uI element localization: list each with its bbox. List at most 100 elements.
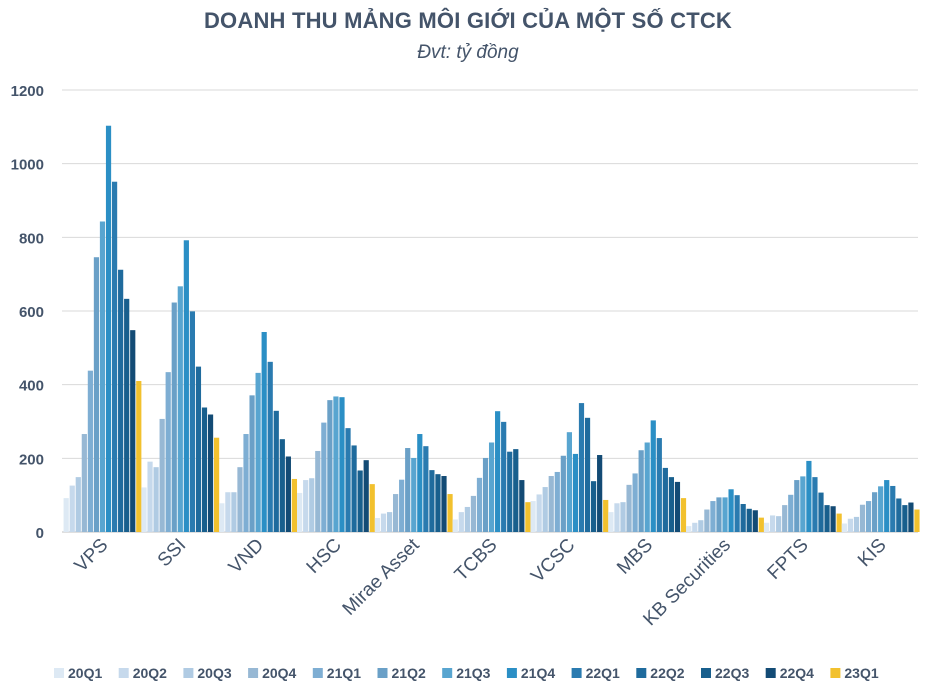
bar-20Q2-tcbs: [458, 512, 464, 532]
bar-20Q4-tcbs: [470, 495, 477, 532]
bar-21Q3-mbs: [644, 442, 650, 532]
bar-20Q1-ssi: [141, 487, 147, 532]
bar-20Q1-vnd: [219, 503, 225, 532]
bar-22Q1-kb-securities: [734, 495, 740, 532]
bar-23Q1-vnd: [291, 478, 298, 532]
bar-21Q3-vnd: [255, 372, 261, 532]
legend-label: 20Q3: [197, 665, 231, 681]
bar-20Q2-vnd: [225, 492, 231, 532]
x-tick-label: HSC: [303, 535, 346, 578]
legend-label: 21Q3: [456, 665, 490, 681]
y-tick-label: 0: [36, 525, 44, 542]
bar-22Q2-vnd: [273, 410, 279, 532]
legend-label: 20Q2: [133, 665, 167, 681]
bar-20Q4-vps: [81, 434, 87, 532]
bar-20Q4-vcsc: [548, 476, 554, 532]
bar-20Q2-fpts: [769, 515, 776, 532]
bar-21Q1-vcsc: [554, 471, 560, 532]
legend-swatch: [571, 668, 582, 678]
bar-21Q1-tcbs: [476, 477, 483, 532]
bar-23Q1-tcbs: [525, 502, 531, 532]
bar-22Q2-hsc: [351, 445, 357, 532]
y-tick-label: 800: [19, 230, 44, 247]
bar-23Q1-fpts: [836, 513, 842, 532]
x-tick-label: SSI: [154, 535, 191, 572]
bar-21Q4-vcsc: [572, 453, 579, 532]
x-tick-label: Mirae Asset: [339, 534, 425, 620]
bar-20Q4-kis: [859, 504, 866, 532]
bar-20Q1-kb-securities: [686, 526, 692, 532]
y-tick-label: 600: [19, 304, 44, 321]
bar-22Q3-kis: [902, 505, 908, 532]
bar-21Q3-vps: [99, 221, 106, 532]
legend-swatch: [312, 668, 323, 678]
bar-20Q2-vps: [69, 485, 75, 532]
bar-22Q2-kb-securities: [740, 504, 746, 532]
bar-20Q3-hsc: [309, 478, 315, 532]
bar-20Q4-vnd: [237, 467, 243, 532]
bar-22Q3-vnd: [279, 439, 285, 532]
bar-21Q3-kb-securities: [722, 497, 728, 532]
legend-swatch: [54, 668, 64, 678]
legend-swatch: [183, 668, 194, 678]
legend-swatch: [248, 668, 259, 678]
bar-21Q1-vps: [87, 370, 93, 532]
bar-21Q2-kis: [872, 492, 878, 532]
bar-21Q3-mirae-asset: [411, 457, 417, 532]
bar-20Q1-mbs: [608, 512, 614, 532]
bar-21Q1-mbs: [632, 473, 638, 532]
bar-20Q2-kis: [847, 518, 854, 532]
legend-swatch: [830, 668, 841, 678]
legend-label: 22Q1: [586, 665, 620, 681]
bar-21Q4-hsc: [339, 397, 345, 532]
bar-20Q3-mirae-asset: [386, 512, 393, 532]
bar-20Q4-mbs: [626, 484, 632, 532]
bar-22Q4-vcsc: [597, 455, 603, 532]
legend-label: 22Q3: [715, 665, 749, 681]
bar-21Q1-fpts: [788, 494, 794, 532]
bar-22Q4-kis: [908, 502, 914, 532]
bar-22Q3-mbs: [668, 477, 675, 532]
bar-20Q1-fpts: [763, 522, 770, 532]
bar-20Q2-kb-securities: [692, 522, 698, 532]
y-tick-label: 1000: [11, 157, 44, 174]
bar-20Q1-tcbs: [452, 519, 458, 532]
y-tick-label: 200: [19, 451, 44, 468]
bar-20Q3-mbs: [620, 502, 626, 532]
bar-21Q4-fpts: [806, 460, 812, 532]
legend-label: 20Q1: [68, 665, 102, 681]
bar-20Q4-hsc: [315, 450, 321, 532]
bar-22Q4-ssi: [207, 414, 214, 532]
bar-21Q4-tcbs: [495, 411, 501, 532]
chart-title: DOANH THU MẢNG MÔI GIỚI CỦA MỘT SỐ CTCK: [203, 8, 733, 33]
bar-20Q4-fpts: [782, 505, 788, 532]
bar-22Q2-vps: [118, 269, 124, 532]
legend-label: 22Q4: [780, 665, 814, 681]
bar-20Q3-kb-securities: [698, 520, 704, 532]
bar-22Q1-fpts: [812, 477, 818, 532]
bar-21Q1-kb-securities: [710, 501, 716, 532]
chart-subtitle: Đvt: tỷ đồng: [417, 42, 519, 63]
bar-20Q2-vcsc: [536, 494, 542, 532]
bar-22Q2-fpts: [818, 492, 824, 532]
bar-22Q3-vps: [124, 298, 130, 532]
y-tick-label: 400: [19, 378, 44, 395]
bar-22Q4-hsc: [363, 460, 369, 532]
x-tick-label: FPTS: [764, 535, 813, 584]
legend-swatch: [442, 668, 453, 678]
bar-22Q2-kis: [896, 498, 902, 532]
bar-23Q1-vcsc: [603, 499, 609, 532]
bar-22Q3-mirae-asset: [435, 474, 441, 532]
bar-22Q4-vps: [130, 330, 136, 532]
bar-22Q1-vcsc: [578, 403, 585, 532]
bar-22Q2-tcbs: [507, 451, 513, 532]
bar-21Q1-vnd: [243, 434, 249, 532]
bar-22Q1-tcbs: [501, 421, 507, 532]
legend-swatch: [765, 668, 776, 678]
bar-22Q1-vnd: [267, 361, 273, 532]
bar-21Q2-mbs: [638, 450, 644, 532]
bar-23Q1-hsc: [369, 484, 375, 532]
bar-22Q4-vnd: [285, 456, 291, 532]
x-tick-label: VCSC: [527, 535, 579, 587]
